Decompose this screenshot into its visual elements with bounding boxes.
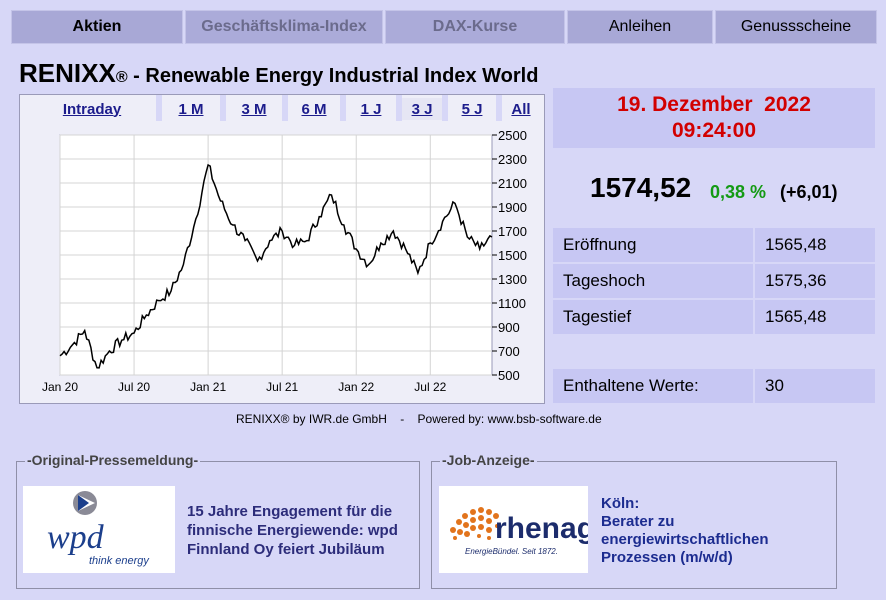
range-3m[interactable]: 3 M xyxy=(241,100,267,118)
x-tick-label: Jan 21 xyxy=(190,380,226,394)
range-1m[interactable]: 1 M xyxy=(178,100,204,118)
job-ad-link[interactable]: Köln: Berater zu energiewirtschaftlichen… xyxy=(601,495,827,567)
rhenag-logo-word: rhenag xyxy=(495,512,588,545)
change-absolute: (+6,01) xyxy=(780,182,838,202)
job-ad-box: -Job-Anzeige- rhenag EnergieBündel. Seit… xyxy=(431,452,837,589)
y-tick-label: 1300 xyxy=(498,272,527,287)
x-tick-label: Jul 22 xyxy=(414,380,446,394)
rhenag-logo[interactable]: rhenag EnergieBündel. Seit 1872. xyxy=(439,486,595,573)
wpd-logo-mark: wpd think energy xyxy=(47,491,150,567)
y-tick-label: 1900 xyxy=(498,200,527,215)
y-tick-label: 1100 xyxy=(498,296,526,311)
job-title: Berater zu energiewirtschaftlichen Proze… xyxy=(601,513,769,566)
range-5j[interactable]: 5 J xyxy=(461,100,483,118)
stat-label: Tageshoch xyxy=(563,271,646,290)
tab-anleihen[interactable]: Anleihen xyxy=(567,10,713,44)
page-title: RENIXX® - Renewable Energy Industrial In… xyxy=(19,58,538,89)
stat-value: 1565,48 xyxy=(753,300,875,334)
price-line-series xyxy=(59,163,493,369)
range-all[interactable]: All xyxy=(511,100,531,118)
y-tick-label: 900 xyxy=(498,320,520,335)
stat-value: 1575,36 xyxy=(753,264,875,298)
y-tick-label: 500 xyxy=(498,368,520,383)
range-divider xyxy=(340,95,346,121)
constituents-label: Enthaltene Werte: xyxy=(563,376,699,395)
price-chart: 500 700 900 1100 1300 1500 1700 1900 2100 2300 250… xyxy=(42,128,527,394)
press-release-legend: -Original-Pressemeldung- xyxy=(25,452,201,468)
y-tick-label: 2100 xyxy=(498,176,527,191)
job-location: Köln: xyxy=(601,495,640,512)
y-tick-label: 2300 xyxy=(498,152,527,167)
y-tick-label: 700 xyxy=(498,344,520,359)
stat-value: 1565,48 xyxy=(753,228,875,262)
job-ad-legend: -Job-Anzeige- xyxy=(440,452,537,468)
range-3j[interactable]: 3 J xyxy=(402,98,442,120)
wpd-logo-tagline: think energy xyxy=(89,555,150,567)
stat-row-high: Tageshoch 1575,36 xyxy=(553,264,875,298)
chart-credits: RENIXX® by IWR.de GmbH - Powered by: www… xyxy=(236,412,602,426)
press-release-box: -Original-Pressemeldung- wpd think energ… xyxy=(16,452,420,589)
constituents-row: Enthaltene Werte: 30 xyxy=(553,369,875,403)
stat-label: Tagestief xyxy=(563,307,632,326)
tab-geschaeftsklima-index[interactable]: Geschäftsklima-Index xyxy=(185,10,383,44)
range-selector: Intraday 1 M 3 M 6 M 1 J 3 J 5 J All xyxy=(20,95,544,121)
range-divider xyxy=(220,95,226,121)
range-1j[interactable]: 1 J xyxy=(360,100,382,118)
stat-row-opening: Eröffnung 1565,48 xyxy=(553,228,875,262)
wpd-logo-word: wpd xyxy=(47,519,105,556)
constituents-value: 30 xyxy=(753,369,875,403)
range-6m[interactable]: 6 M xyxy=(301,100,327,118)
x-tick-label: Jan 22 xyxy=(338,380,374,394)
rhenag-sun-icon xyxy=(450,507,499,540)
stat-row-low: Tagestief 1565,48 xyxy=(553,300,875,334)
chart-panel: Intraday 1 M 3 M 6 M 1 J 3 J 5 J All 500… xyxy=(19,94,545,404)
registered-mark: ® xyxy=(115,69,128,86)
tab-genussscheine[interactable]: Genussscheine xyxy=(715,10,877,44)
quote-time: 09:24:00 xyxy=(671,119,757,142)
tab-aktien[interactable]: Aktien xyxy=(11,10,183,44)
range-divider xyxy=(282,95,288,121)
rhenag-logo-tagline: EnergieBündel. Seit 1872. xyxy=(465,547,558,556)
range-divider xyxy=(396,95,402,121)
x-tick-label: Jul 20 xyxy=(118,380,150,394)
range-divider xyxy=(156,95,162,121)
top-navigation: Aktien Geschäftsklima-Index DAX-Kurse An… xyxy=(11,10,877,44)
x-tick-label: Jul 21 xyxy=(266,380,298,394)
quote-date: 19. Dezember 2022 xyxy=(617,93,811,116)
press-release-link[interactable]: 15 Jahre Engagement für die finnische En… xyxy=(187,503,398,558)
current-price: 1574,52 xyxy=(590,172,692,203)
tab-dax-kurse[interactable]: DAX-Kurse xyxy=(385,10,565,44)
range-divider xyxy=(442,95,448,121)
change-percent: 0,38 % xyxy=(710,182,767,202)
rhenag-logo-mark: rhenag EnergieBündel. Seit 1872. xyxy=(450,507,595,556)
x-tick-label: Jan 20 xyxy=(42,380,78,394)
y-tick-label: 1500 xyxy=(498,248,527,263)
index-name: RENIXX xyxy=(19,58,116,88)
range-intraday[interactable]: Intraday xyxy=(62,100,122,118)
stat-label: Eröffnung xyxy=(563,235,637,254)
wpd-logo[interactable]: wpd think energy xyxy=(23,486,175,573)
y-tick-label: 2500 xyxy=(498,128,527,143)
y-tick-label: 1700 xyxy=(498,224,527,239)
quote-timestamp: 19. Dezember 2022 09:24:00 xyxy=(553,88,875,148)
range-divider xyxy=(496,95,502,121)
index-subtitle: - Renewable Energy Industrial Index Worl… xyxy=(127,65,539,87)
